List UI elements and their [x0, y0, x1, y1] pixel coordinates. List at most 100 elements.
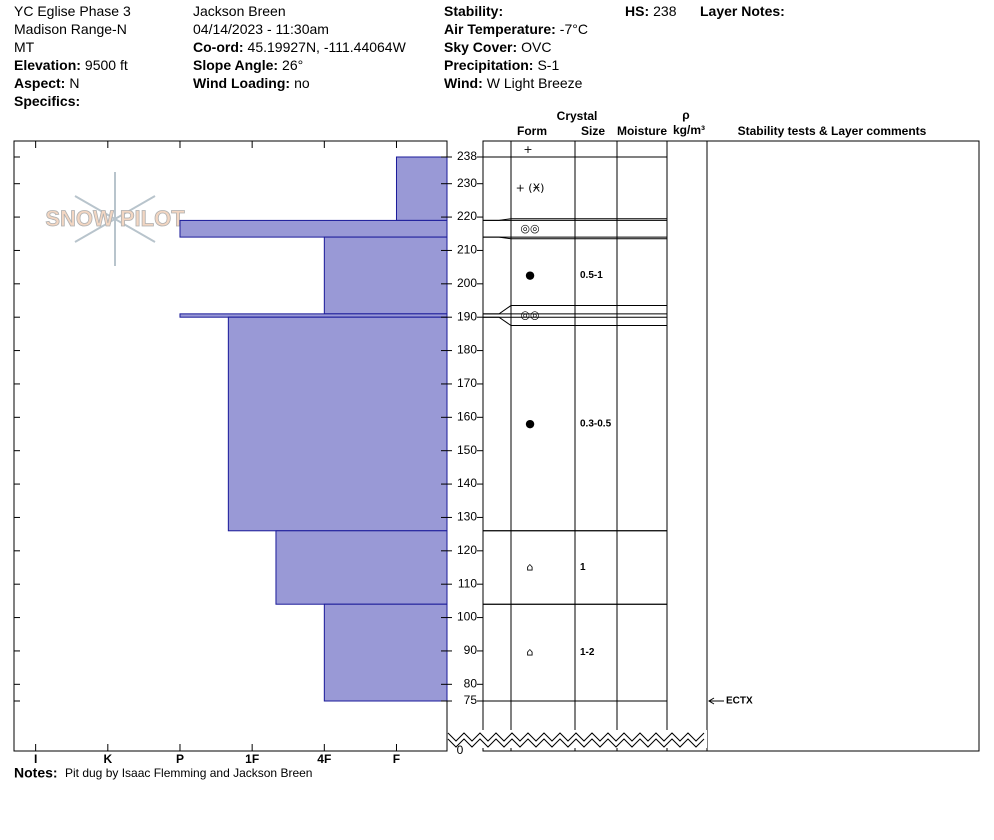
x-tick-label: 1F: [245, 752, 259, 766]
field-label: Precipitation:: [444, 57, 533, 73]
field-value: 9500 ft: [85, 57, 128, 73]
field-label: Wind Loading:: [193, 75, 290, 91]
x-tick-label: K: [103, 752, 112, 766]
col-header: Form: [517, 124, 547, 138]
crystal-form: ●: [525, 417, 535, 430]
field-value: YC Eglise Phase 3: [14, 3, 131, 19]
test-arrowhead: [708, 697, 715, 705]
crystal-form: ◎◎: [520, 222, 539, 235]
crystal-size: 0.3-0.5: [580, 419, 612, 430]
field-value: MT: [14, 39, 35, 55]
header-field: Wind Loading: no: [193, 75, 310, 91]
hardness-bar: [227, 316, 448, 532]
y-break-label: 0: [457, 743, 464, 757]
y-tick-label: 210: [457, 243, 477, 257]
header-field: Precipitation: S-1: [444, 57, 559, 73]
header-field: YC Eglise Phase 3: [14, 3, 131, 19]
hardness-bar: [323, 236, 448, 315]
crystal-form: ◎◎: [520, 309, 539, 322]
y-tick-label: 110: [458, 576, 477, 590]
field-value: 238: [653, 3, 677, 19]
notes-text: Pit dug by Isaac Flemming and Jackson Br…: [65, 766, 312, 780]
layer-boundary: [483, 305, 667, 315]
col-header: Size: [581, 124, 605, 138]
field-label: HS:: [625, 3, 649, 19]
x-tick-label: F: [393, 752, 400, 766]
field-value: S-1: [537, 57, 559, 73]
header-field: Specifics:: [14, 93, 80, 109]
layer-boundary: [483, 218, 667, 221]
field-label: Wind:: [444, 75, 483, 91]
y-tick-label: 180: [457, 343, 477, 357]
x-tick-label: P: [176, 752, 184, 766]
column-lines: [510, 141, 708, 751]
header-field: Jackson Breen: [193, 3, 286, 19]
hardness-bar: [395, 156, 448, 221]
crystal-form: ⌂: [527, 646, 534, 659]
layer-table-frame: [482, 140, 980, 752]
field-value: 45.19927N, -111.44064W: [248, 39, 407, 55]
crystal-size: 0.5-1: [580, 270, 603, 281]
header-field: Elevation: 9500 ft: [14, 57, 128, 73]
field-label: Specifics:: [14, 93, 80, 109]
y-tick-label: 150: [457, 443, 477, 457]
hardness-bar: [179, 219, 448, 238]
header-field: Wind: W Light Breeze: [444, 75, 583, 91]
surface-form: +: [523, 143, 532, 156]
col-header: Moisture: [617, 124, 667, 138]
y-tick-label: 190: [457, 309, 477, 323]
field-value: no: [294, 75, 310, 91]
header-field: Stability:: [444, 3, 503, 19]
col-header: kg/m³: [673, 123, 705, 137]
col-header: Crystal: [557, 109, 598, 123]
header-field: Sky Cover: OVC: [444, 39, 552, 55]
header-field: Slope Angle: 26°: [193, 57, 303, 73]
y-tick-label: 80: [464, 676, 478, 690]
crystal-form: ⌂: [527, 561, 534, 574]
field-label: Layer Notes:: [700, 3, 785, 19]
y-tick-label: 220: [457, 209, 477, 223]
y-tick-label: 100: [457, 610, 477, 624]
hardness-bar: [323, 603, 448, 702]
x-tick-label: I: [34, 752, 37, 766]
logo: SNOW PILOT: [45, 206, 185, 231]
y-tick-label: 90: [464, 643, 478, 657]
field-label: Slope Angle:: [193, 57, 278, 73]
header-field: Co-ord: 45.19927N, -111.44064W: [193, 39, 407, 55]
y-tick-label: 75: [464, 693, 478, 707]
header-field: MT: [14, 39, 35, 55]
y-tick-label: 130: [457, 510, 477, 524]
field-value: N: [69, 75, 79, 91]
y-tick-label: 200: [457, 276, 477, 290]
crystal-form: ●: [525, 268, 535, 281]
field-value: 04/14/2023 - 11:30am: [193, 21, 329, 37]
header-field: 04/14/2023 - 11:30am: [193, 21, 329, 37]
x-tick-label: 4F: [317, 752, 331, 766]
break-gap: [448, 730, 707, 748]
field-value: OVC: [521, 39, 551, 55]
col-header: Stability tests & Layer comments: [738, 124, 927, 138]
crystal-size: 1: [580, 562, 586, 573]
header-field: Madison Range-N: [14, 21, 127, 37]
field-label: Sky Cover:: [444, 39, 517, 55]
header-field: Layer Notes:: [700, 3, 785, 19]
field-value: 26°: [282, 57, 303, 73]
logo-snowflake: [74, 172, 156, 266]
y-tick-label: 170: [457, 376, 477, 390]
field-value: -7°C: [560, 21, 588, 37]
y-tick-label: 140: [457, 476, 477, 490]
hardness-bar: [275, 530, 448, 605]
field-label: Stability:: [444, 3, 503, 19]
y-tick-label: 160: [457, 409, 477, 423]
hardness-bar: [179, 313, 448, 318]
field-label: Elevation:: [14, 57, 81, 73]
crystal-form: + (Ӿ): [516, 182, 545, 195]
notes-label: Notes:: [14, 765, 58, 781]
y-tick-label: 230: [457, 176, 477, 190]
field-label: Aspect:: [14, 75, 65, 91]
field-label: Co-ord:: [193, 39, 244, 55]
field-value: Jackson Breen: [193, 3, 286, 19]
field-label: Air Temperature:: [444, 21, 556, 37]
crystal-size: 1-2: [580, 647, 595, 658]
